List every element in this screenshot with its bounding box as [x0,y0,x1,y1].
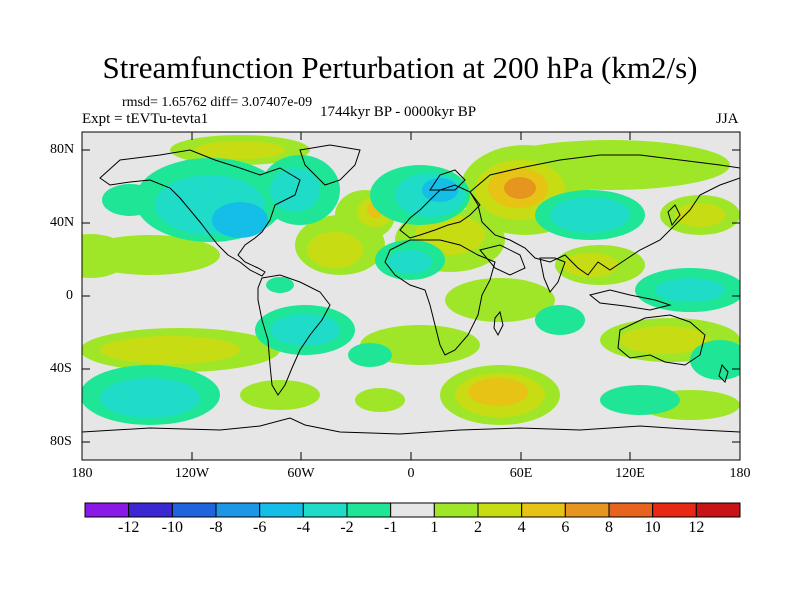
period-label: 1744kyr BP - 0000kyr BP [320,104,477,120]
positive-anomaly-peak [504,177,536,199]
antarctica-outline [82,417,740,435]
experiment-label: Expt = tEVTu-tevta1 [82,111,209,127]
colorbar-label: -8 [209,519,223,536]
greenland-outline [299,144,361,186]
colorbar-swatch [608,502,654,518]
x-tick-label: 180 [729,466,751,481]
y-tick-label: 40S [50,361,72,376]
x-tick-label: 180 [71,466,93,481]
colorbar-label: -6 [252,519,267,536]
colorbar-swatch [390,502,435,518]
colorbar-label: 2 [474,519,482,536]
colorbar-swatch [84,502,130,518]
x-tick-label: 120W [174,466,210,481]
africa-outline [384,239,496,356]
colorbar-label: -4 [296,519,310,536]
x-tick-label: 120E [615,466,645,481]
colorbar-swatch [521,502,566,518]
colorbar-label: 1 [430,519,439,536]
streamfunction-field [82,132,740,460]
x-tick-marks [81,132,741,460]
south-america-outline [257,274,331,396]
colorbar-label: 8 [605,519,613,536]
colorbar-swatch [171,502,217,518]
colorbar [84,502,741,518]
x-tick-label: 60E [509,466,533,481]
colorbar-label: 12 [688,519,705,536]
asia-outline [469,154,740,276]
colorbar-label: -1 [383,519,398,536]
y-tick-label: 0 [66,288,73,303]
y-tick-marks [82,149,740,443]
colorbar-swatch [564,502,610,518]
colorbar-swatch [477,502,523,518]
colorbar-swatch [259,502,304,518]
north-america-outline [99,149,301,277]
colorbar-label: -10 [161,519,183,536]
colorbar-swatch [302,502,348,518]
season-label: JJA [716,111,739,127]
colorbar-label: -2 [340,519,354,536]
australia-outline [617,314,706,366]
scandinavia-outline [429,169,466,191]
y-tick-label: 80N [50,142,75,157]
colorbar-swatch [433,502,479,518]
new-zealand-outline [718,363,729,383]
colorbar-swatch [346,502,392,518]
colorbar-label: 6 [561,519,570,536]
india-outline [539,257,566,293]
europe-outline [399,184,481,239]
coastlines [82,144,740,435]
chart-title: Streamfunction Perturbation at 200 hPa (… [102,50,698,85]
stats-text: rmsd= 1.65762 diff= 3.07407e-09 [122,95,313,110]
colorbar-swatch [128,502,173,518]
x-tick-label: 60W [287,466,315,481]
colorbar-swatch [215,502,261,518]
colorbar-swatch [652,502,697,518]
japan-outline [667,204,681,227]
y-tick-label: 40N [50,215,75,230]
madagascar-outline [493,310,504,337]
y-tick-label: 80S [50,434,72,449]
colorbar-label: 4 [517,519,526,536]
colorbar-label: -12 [117,519,140,536]
indonesia-outline [588,289,672,311]
colorbar-label: 10 [644,519,661,536]
x-tick-label: 0 [407,466,415,481]
colorbar-swatch [695,502,741,518]
arabia-outline [479,244,526,276]
